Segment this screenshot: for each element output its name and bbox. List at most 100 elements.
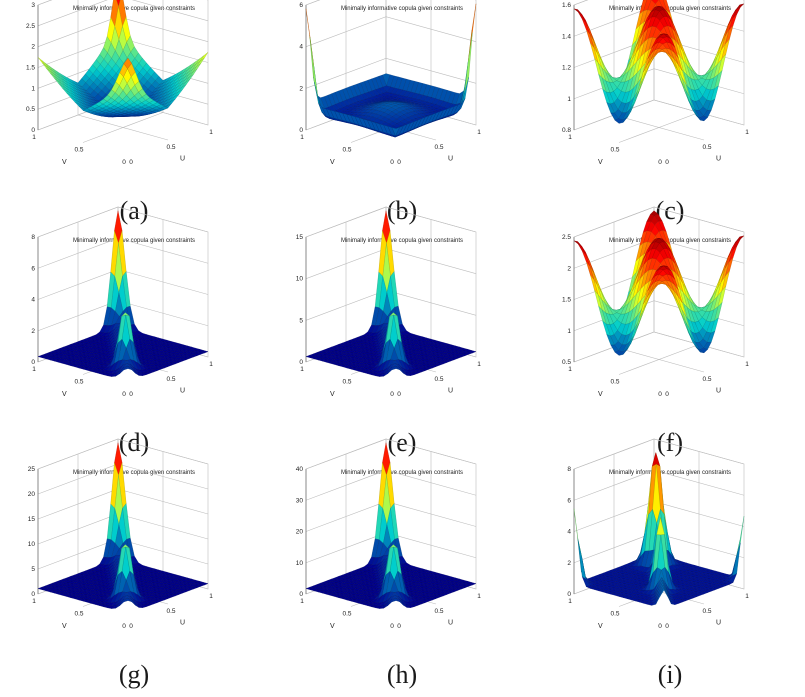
figure-panel-g: Minimally informative copula given const… (0, 438, 268, 696)
plot-title: Minimally informative copula given const… (341, 470, 463, 476)
z-tick-label: 20 (28, 491, 36, 498)
u-tick-label: 0 (397, 159, 401, 166)
z-tick-label: 2 (31, 44, 35, 51)
u-tick-label: 1 (477, 593, 481, 600)
u-tick-label: 0 (129, 159, 133, 166)
surface-plot-b: Minimally informative copula given const… (299, 0, 481, 166)
v-tick-label: 0.5 (610, 379, 619, 386)
v-tick-label: 1 (568, 134, 572, 141)
plot-title: Minimally informative copula given const… (73, 470, 195, 476)
z-tick-label: 1.2 (562, 65, 571, 72)
z-tick-label: 5 (299, 317, 303, 324)
surface-plot-a: Minimally informative copula given const… (26, 0, 213, 166)
v-tick-label: 0 (390, 623, 394, 630)
z-tick-label: 3 (31, 2, 35, 9)
v-axis-label: V (598, 391, 603, 398)
u-tick-label: 1 (477, 129, 481, 136)
z-tick-label: 40 (296, 466, 304, 473)
panel-caption: (h) (386, 660, 418, 689)
z-tick-label: 2.5 (562, 234, 571, 241)
u-tick-label: 0 (397, 623, 401, 630)
z-tick-label: 0.8 (562, 127, 571, 134)
surface-plot-c: Minimally informative copula given const… (562, 0, 749, 166)
z-tick-label: 2 (31, 328, 35, 335)
u-tick-label: 1 (745, 593, 749, 600)
surface-c (573, 0, 745, 124)
v-tick-label: 0.5 (74, 379, 83, 386)
z-tick-label: 25 (28, 466, 36, 473)
u-tick-label: 0.5 (166, 144, 175, 151)
z-tick-label: 5 (31, 566, 35, 573)
z-tick-label: 10 (296, 560, 304, 567)
plot-title: Minimally informative copula given const… (609, 6, 731, 12)
plot-title: Minimally informative copula given const… (73, 6, 195, 12)
v-tick-label: 0 (390, 159, 394, 166)
u-tick-label: 0.5 (434, 376, 443, 383)
u-tick-label: 0 (665, 623, 669, 630)
u-tick-label: 1 (209, 129, 213, 136)
v-tick-label: 0.5 (74, 147, 83, 154)
figure-panel-i: Minimally informative copula given const… (536, 438, 804, 696)
plot-title: Minimally informative copula given const… (73, 238, 195, 244)
z-tick-label: 15 (28, 516, 36, 523)
z-tick-label: 0 (299, 359, 303, 366)
v-tick-label: 0 (658, 159, 662, 166)
v-tick-label: 1 (300, 598, 304, 605)
u-tick-label: 0.5 (166, 376, 175, 383)
v-axis-label: V (598, 623, 603, 630)
v-tick-label: 0.5 (342, 147, 351, 154)
v-axis-label: V (598, 159, 603, 166)
z-tick-label: 15 (296, 234, 304, 241)
surface-plot-e: Minimally informative copula given const… (296, 206, 481, 398)
z-tick-label: 0 (299, 591, 303, 598)
v-tick-label: 1 (300, 366, 304, 373)
surface-f (573, 210, 745, 356)
surface-h (305, 442, 477, 609)
u-tick-label: 0.5 (434, 608, 443, 615)
z-tick-label: 0.5 (26, 106, 35, 113)
v-tick-label: 1 (568, 598, 572, 605)
z-tick-label: 0 (567, 591, 571, 598)
z-tick-label: 1 (567, 328, 571, 335)
z-tick-label: 0 (299, 127, 303, 134)
u-tick-label: 0 (129, 623, 133, 630)
u-tick-label: 0 (397, 391, 401, 398)
z-tick-label: 0.5 (562, 359, 571, 366)
figure-panel-c: Minimally informative copula given const… (536, 0, 804, 232)
u-axis-label: U (716, 388, 721, 395)
z-tick-label: 1 (31, 85, 35, 92)
surface-plot-h: Minimally informative copula given const… (296, 438, 481, 630)
figure-panel-a: Minimally informative copula given const… (0, 0, 268, 232)
v-tick-label: 0 (122, 623, 126, 630)
surface-a (37, 0, 209, 118)
z-tick-label: 6 (299, 2, 303, 9)
figure-panel-d: Minimally informative copula given const… (0, 206, 268, 464)
z-tick-label: 20 (296, 529, 304, 536)
panel-caption: (i) (657, 660, 683, 689)
z-tick-label: 1.5 (562, 297, 571, 304)
u-axis-label: U (448, 388, 453, 395)
surface-plot-g: Minimally informative copula given const… (28, 438, 213, 630)
u-tick-label: 1 (745, 361, 749, 368)
z-tick-label: 2 (299, 85, 303, 92)
surface-plot-i: Minimally informative copula given const… (567, 438, 749, 630)
figure-panel-f: Minimally informative copula given const… (536, 206, 804, 464)
u-tick-label: 0 (665, 159, 669, 166)
surface-plot-d: Minimally informative copula given const… (31, 206, 213, 398)
u-tick-label: 0.5 (702, 376, 711, 383)
u-tick-label: 0 (129, 391, 133, 398)
surface-i (573, 452, 745, 606)
v-tick-label: 1 (32, 134, 36, 141)
panel-caption: (f) (657, 428, 683, 457)
z-tick-label: 0 (31, 591, 35, 598)
surface-plot-f: Minimally informative copula given const… (562, 206, 749, 398)
z-tick-label: 1.5 (26, 65, 35, 72)
panel-caption: (a) (119, 196, 149, 225)
z-tick-label: 8 (31, 234, 35, 241)
v-axis-label: V (62, 159, 67, 166)
surface-b (305, 3, 477, 138)
u-tick-label: 1 (477, 361, 481, 368)
plot-title: Minimally informative copula given const… (341, 6, 463, 12)
z-tick-label: 10 (296, 276, 304, 283)
